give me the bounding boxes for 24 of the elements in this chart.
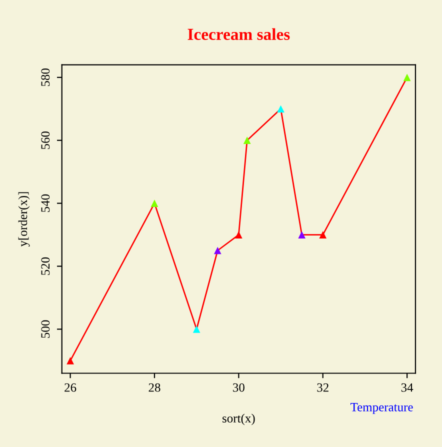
y-tick-label: 520 [41,257,50,275]
x-tick-label: 32 [317,383,328,392]
point [66,356,74,364]
y-tick-label: 580 [41,68,50,86]
x-tick-label: 30 [233,383,244,392]
point [403,74,411,82]
y-tick-label: 560 [41,131,50,149]
y-tick-label: 540 [41,194,50,212]
point [243,136,251,144]
point [235,231,242,238]
point [277,105,284,113]
y-axis-title: y[order(x)] [18,192,30,247]
point [214,246,222,254]
text: Temperature [350,403,413,414]
x-tick-label: 26 [64,383,76,392]
point [150,200,158,207]
x-tick-label: 34 [401,383,414,392]
chart-title: Icecream sales [188,28,290,40]
point [192,326,200,333]
x-tick-label: 28 [148,383,160,392]
x-axis-title: sort(x) [222,414,255,426]
point [319,231,327,238]
y-tick-label: 500 [41,320,50,338]
point [298,231,306,238]
